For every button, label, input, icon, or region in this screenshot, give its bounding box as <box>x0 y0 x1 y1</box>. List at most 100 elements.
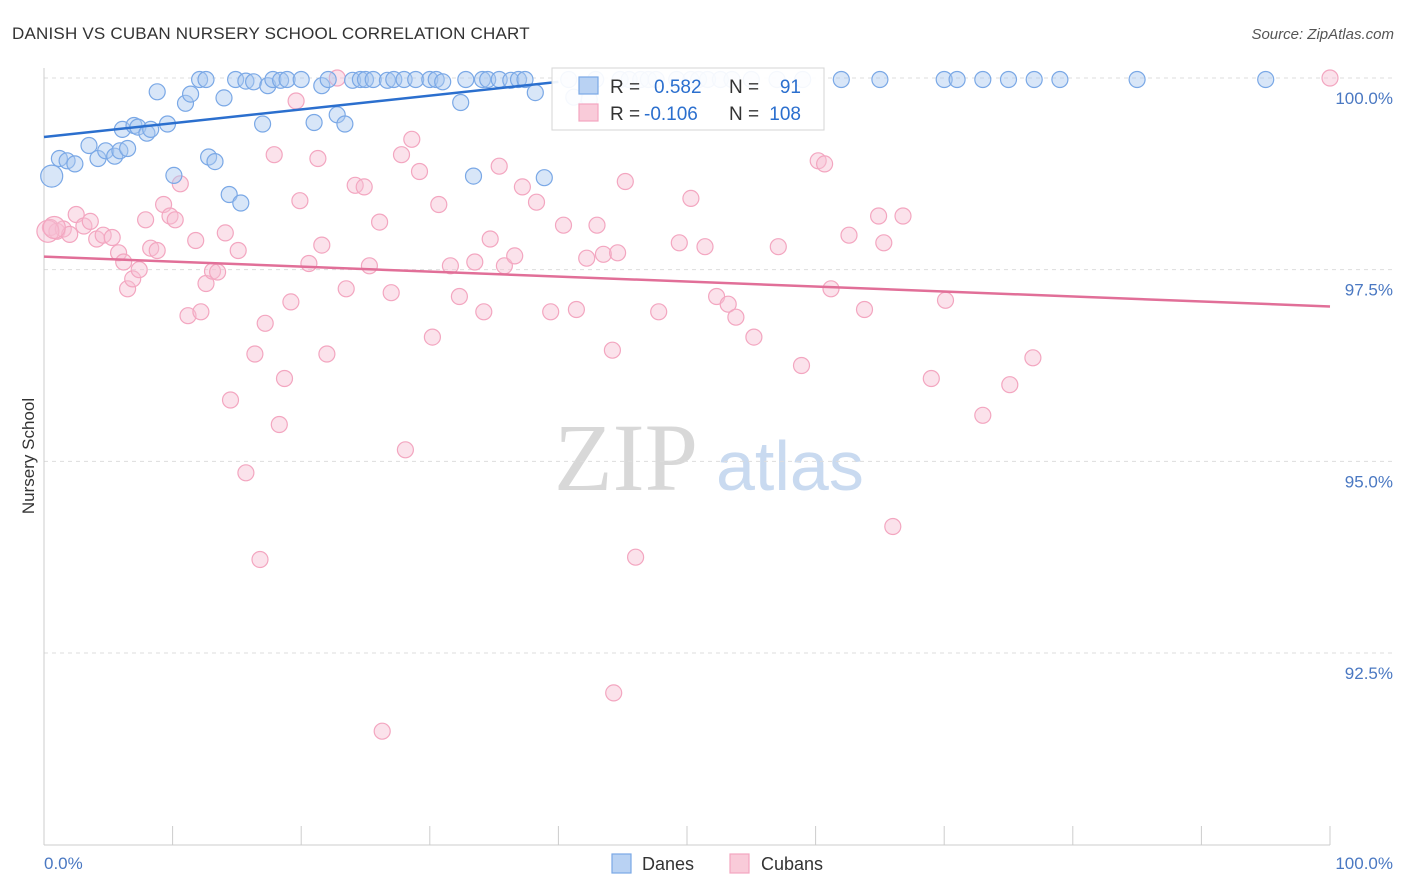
cubans-point <box>605 684 623 702</box>
trendline-cubans <box>43 255 1331 308</box>
danes-point <box>118 139 137 158</box>
danes-point <box>871 70 889 89</box>
danes-point <box>509 70 528 89</box>
danes-point <box>176 94 195 112</box>
stats-legend-swatch-danes <box>578 76 599 95</box>
danes-point <box>305 113 323 132</box>
cubans-point <box>626 548 645 566</box>
danes-point <box>935 70 953 89</box>
danes-point <box>427 70 445 89</box>
danes-point <box>182 85 200 103</box>
stats-legend: R = 0.582 N = 91 R = -0.106 N = 108 <box>551 67 825 131</box>
cubans-point <box>309 149 327 168</box>
danes-point <box>292 70 310 89</box>
y-tick-label: 95.0% <box>1345 472 1393 491</box>
cubans-point <box>355 178 373 196</box>
chart-source: Source: ZipAtlas.com <box>1251 26 1394 43</box>
danes-point <box>434 73 452 91</box>
danes-point <box>948 70 966 89</box>
cubans-point <box>337 280 355 298</box>
danes-point <box>313 77 331 95</box>
cubans-point <box>441 257 459 275</box>
cubans-point <box>884 517 902 536</box>
watermark: ZIP atlas <box>554 404 864 511</box>
cubans-point <box>360 257 378 275</box>
cubans-point <box>282 293 300 311</box>
cubans-point <box>682 189 700 207</box>
cubans-point <box>265 146 283 164</box>
danes-point <box>832 70 850 89</box>
series-legend: Danes Cubans <box>611 853 823 874</box>
cubans-point <box>142 239 160 257</box>
danes-point <box>464 167 483 185</box>
cubans-point <box>423 328 441 346</box>
cubans-point <box>371 213 389 231</box>
danes-point <box>1025 70 1043 89</box>
cubans-point <box>291 192 309 210</box>
danes-point <box>974 70 992 89</box>
danes-point <box>516 70 534 89</box>
danes-point <box>220 185 238 204</box>
stats-danes-n-value: 91 <box>780 77 801 98</box>
cubans-point <box>594 245 613 263</box>
cubans-point <box>209 263 227 281</box>
y-tick-label: 100.0% <box>1335 89 1393 108</box>
cubans-point <box>1001 376 1019 394</box>
cubans-point <box>81 212 99 230</box>
danes-point <box>148 83 166 101</box>
cubans-point <box>481 230 499 248</box>
cubans-point <box>300 254 318 273</box>
cubans-point <box>588 216 606 234</box>
cubans-point <box>670 234 688 252</box>
danes-point <box>80 136 98 155</box>
danes-point <box>407 70 425 89</box>
cubans-point <box>475 303 493 321</box>
cubans-point <box>542 303 560 321</box>
cubans-point <box>275 369 294 388</box>
cubans-point <box>115 253 133 271</box>
trendline-danes <box>43 80 559 139</box>
stats-cubans-r-value: -0.106 <box>644 104 698 125</box>
danes-point <box>66 155 84 173</box>
stats-danes-n-label: N = <box>729 77 759 98</box>
cubans-point <box>769 238 787 256</box>
danes-point <box>421 70 439 89</box>
x-tick-label: 100.0% <box>1335 854 1393 873</box>
danes-point <box>191 70 209 89</box>
cubans-point <box>61 225 79 243</box>
cubans-point <box>792 356 811 375</box>
danes-point <box>278 70 296 89</box>
cubans-point <box>246 345 264 363</box>
danes-point <box>473 70 492 89</box>
cubans-point <box>36 219 60 243</box>
stats-cubans-r-label: R = <box>610 104 640 125</box>
x-tick-labels: 0.0% 100.0% <box>44 854 1393 873</box>
cubans-point <box>855 300 874 319</box>
cubans-point <box>616 172 634 191</box>
cubans-point <box>974 406 992 424</box>
cubans-point <box>148 241 166 260</box>
cubans-point <box>430 195 448 214</box>
cubans-point <box>166 211 184 229</box>
danes-point <box>245 73 263 91</box>
series-legend-swatch-danes <box>611 853 632 874</box>
stats-danes-r-label: R = <box>610 77 640 98</box>
danes-point <box>232 194 250 212</box>
cubans-point <box>403 130 421 148</box>
stats-legend-swatch-cubans <box>578 103 599 122</box>
danes-point <box>40 164 64 188</box>
danes-point <box>254 115 272 133</box>
cubans-point <box>466 253 484 271</box>
danes-point <box>197 70 215 89</box>
series-danes-points <box>40 70 1275 212</box>
cubans-point <box>450 287 468 306</box>
danes-point <box>351 70 369 89</box>
cubans-point <box>192 303 210 321</box>
cubans-point <box>513 178 532 196</box>
danes-point <box>336 115 354 133</box>
cubans-point <box>256 314 274 332</box>
danes-point <box>1051 70 1069 89</box>
cubans-point <box>118 280 137 298</box>
danes-point <box>526 83 544 102</box>
cubans-point <box>608 244 627 262</box>
